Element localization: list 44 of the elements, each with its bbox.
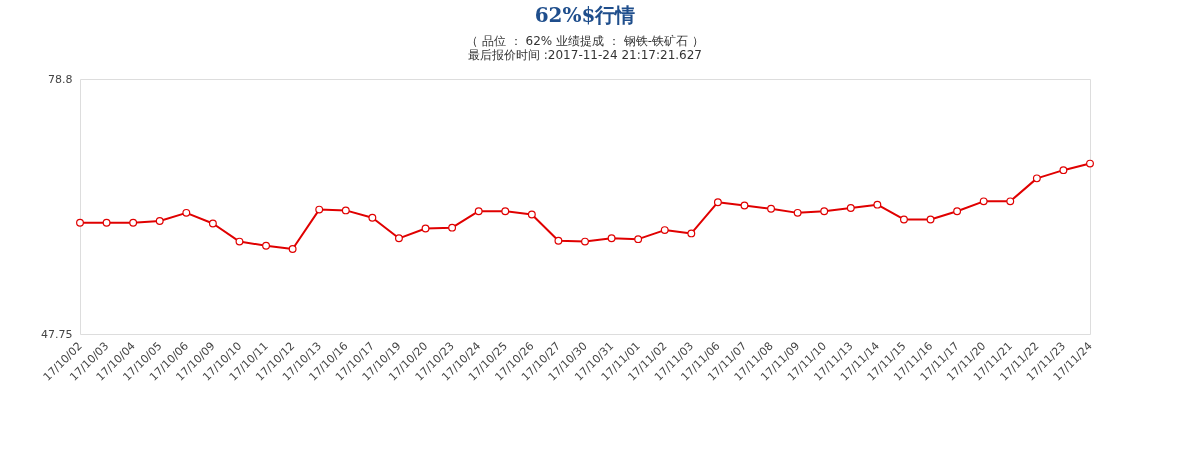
point bbox=[713, 198, 722, 207]
point bbox=[235, 237, 244, 246]
point bbox=[899, 215, 908, 224]
point bbox=[554, 236, 563, 245]
point bbox=[846, 203, 855, 212]
text: 最后报价时间 :2017-11-24 21:17:21.627 bbox=[467, 48, 703, 62]
point bbox=[979, 197, 988, 206]
point bbox=[873, 200, 882, 209]
point bbox=[687, 229, 696, 238]
point bbox=[288, 245, 297, 253]
point bbox=[76, 218, 84, 227]
point bbox=[394, 234, 403, 243]
point bbox=[182, 208, 191, 217]
point bbox=[581, 237, 589, 246]
point bbox=[953, 207, 962, 216]
point bbox=[368, 213, 377, 222]
point bbox=[634, 235, 643, 244]
point bbox=[1006, 197, 1015, 206]
y-tick-label: 47.75 bbox=[41, 327, 73, 341]
point bbox=[501, 207, 510, 216]
point bbox=[1086, 159, 1094, 168]
point bbox=[421, 224, 430, 233]
point bbox=[926, 215, 935, 224]
point bbox=[102, 218, 111, 227]
point bbox=[262, 241, 271, 250]
point bbox=[820, 207, 829, 216]
chart-title: 62%$行情 bbox=[534, 3, 636, 27]
point bbox=[1059, 166, 1068, 175]
point bbox=[315, 205, 324, 214]
point bbox=[208, 219, 217, 228]
y-tick-label: 78.8 bbox=[48, 72, 73, 86]
point bbox=[448, 223, 457, 232]
point bbox=[155, 217, 164, 226]
point bbox=[474, 207, 483, 216]
point bbox=[527, 210, 536, 219]
point bbox=[660, 226, 669, 235]
point bbox=[607, 234, 616, 243]
point bbox=[767, 204, 776, 213]
point bbox=[740, 201, 749, 210]
point bbox=[341, 206, 350, 215]
point bbox=[129, 218, 138, 227]
point bbox=[1032, 174, 1041, 183]
point bbox=[793, 208, 802, 217]
text: （ 品位 ： 62% 业绩提成 ： 钢铁-铁矿石 ） bbox=[466, 34, 704, 48]
